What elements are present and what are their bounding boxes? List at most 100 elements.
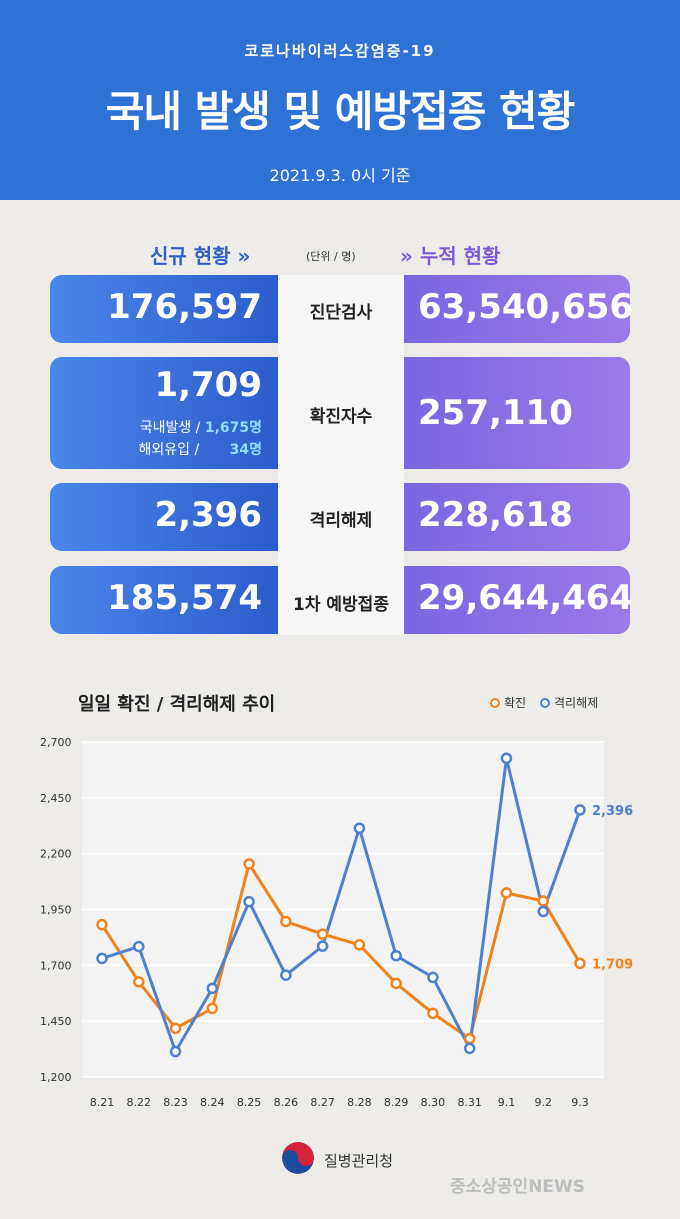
x-tick-label: 8.22 — [127, 1096, 152, 1109]
page-title: 국내 발생 및 예방접종 현황 — [105, 87, 576, 136]
header-banner: 코로나바이러스감염증-19 국내 발생 및 예방접종 현황 2021.9.3. … — [0, 0, 680, 200]
new-status-heading: 신규 현황 » — [150, 240, 250, 269]
data-point — [427, 1007, 439, 1020]
y-tick-label: 1,450 — [40, 1015, 72, 1028]
data-point — [133, 976, 145, 988]
data-point — [500, 887, 513, 899]
x-tick-label: 9.1 — [498, 1096, 516, 1109]
data-point — [537, 895, 549, 907]
new-status-label: 신규 현황 — [150, 244, 231, 268]
chevron-down-icon: » — [400, 244, 413, 268]
data-point — [574, 957, 586, 970]
new-vaccination-card: 185,574 — [50, 566, 278, 634]
data-point — [537, 905, 549, 918]
series-lines — [100, 756, 582, 1054]
y-axis-ticks: 1,200 1,450 1,700 1,950 2,200 2,450 2,700 — [40, 736, 72, 1084]
data-point — [169, 1045, 182, 1058]
x-tick-label: 8.23 — [163, 1096, 188, 1109]
legend-label-released: 격리해제 — [554, 696, 599, 710]
legend-item-released: 격리해제 — [540, 694, 598, 711]
data-point — [133, 940, 145, 953]
end-labels: 1,709 2,396 — [592, 804, 633, 972]
overseas-label: 해외유입 / — [138, 442, 200, 458]
x-tick-label: 8.26 — [274, 1096, 299, 1109]
cumulative-confirmed-value: 257,110 — [418, 393, 573, 433]
data-point — [316, 928, 329, 940]
domestic-label: 국내발생 / — [139, 420, 201, 436]
row-label-tests: 진단검사 — [309, 303, 373, 323]
government-emblem-logo — [282, 1142, 314, 1174]
x-tick-label: 8.29 — [384, 1096, 409, 1109]
row-label-vaccination: 1차 예방접종 — [293, 595, 389, 615]
data-point — [280, 915, 292, 928]
reference-date: 2021.9.3. 0시 기준 — [269, 166, 411, 185]
x-axis-ticks: 8.21 8.22 8.23 8.24 8.25 8.26 8.27 8.28 8.29 8.30… — [90, 1096, 589, 1109]
new-confirmed-card: 1,709 국내발생 / 1,675명 해외유입 / 34명 — [50, 357, 278, 469]
data-point — [427, 971, 439, 984]
data-point — [206, 982, 219, 995]
data-point — [316, 940, 329, 952]
new-released-card: 2,396 — [50, 483, 278, 551]
y-tick-label: 2,200 — [40, 848, 72, 861]
y-tick-label: 1,700 — [40, 959, 72, 972]
x-tick-label: 8.25 — [237, 1096, 262, 1109]
row-label-released: 격리해제 — [309, 511, 373, 531]
y-tick-label: 2,450 — [40, 792, 72, 805]
data-point — [96, 918, 108, 931]
cumulative-released-value: 228,618 — [418, 495, 573, 535]
series-points — [96, 752, 586, 1058]
cumulative-tests-value: 63,540,656 — [418, 287, 634, 327]
domestic-value: 1,675명 — [204, 420, 262, 436]
new-tests-value: 176,597 — [107, 287, 262, 327]
data-point — [353, 822, 366, 834]
x-tick-label: 8.27 — [310, 1096, 335, 1109]
y-tick-label: 2,700 — [40, 736, 72, 749]
center-label-column — [278, 275, 404, 635]
data-point — [463, 1032, 476, 1045]
series-line-0 — [100, 862, 582, 1041]
cumulative-status-label: 누적 현황 — [419, 244, 501, 268]
x-tick-label: 8.24 — [200, 1096, 225, 1109]
data-point — [574, 804, 586, 816]
data-point — [463, 1042, 476, 1055]
cumulative-released-card: 228,618 — [404, 483, 630, 551]
cumulative-confirmed-card: 257,110 — [404, 357, 630, 469]
x-tick-label: 9.2 — [534, 1096, 552, 1109]
unit-label: (단위 / 명) — [306, 250, 356, 263]
chart-title: 일일 확진 / 격리해제 추이 — [78, 694, 276, 715]
x-tick-label: 8.21 — [90, 1096, 115, 1109]
data-point — [243, 895, 255, 908]
watermark: 중소상공인NEWS — [450, 1177, 586, 1197]
data-point — [500, 752, 513, 765]
overseas-breakdown: 해외유입 / 34명 — [138, 439, 262, 459]
data-point — [243, 858, 255, 870]
x-tick-label: 8.30 — [421, 1096, 446, 1109]
overseas-value: 34명 — [229, 442, 262, 458]
y-tick-label: 1,200 — [40, 1071, 72, 1084]
header-subtitle: 코로나바이러스감염증-19 — [244, 42, 436, 60]
legend-marker-icon — [540, 698, 550, 708]
new-vaccination-value: 185,574 — [107, 578, 262, 618]
legend-item-confirmed: 확진 — [490, 694, 526, 711]
row-label-confirmed: 확진자수 — [309, 407, 373, 427]
domestic-breakdown: 국내발생 / 1,675명 — [140, 417, 262, 437]
cumulative-tests-card: 63,540,656 — [404, 275, 634, 343]
data-point — [353, 939, 366, 951]
data-point — [169, 1022, 182, 1035]
data-point — [390, 949, 402, 962]
end-value-label: 2,396 — [592, 804, 633, 819]
new-confirmed-value: 1,709 — [154, 365, 262, 405]
x-tick-label: 9.3 — [571, 1096, 589, 1109]
new-tests-card: 176,597 — [50, 275, 278, 343]
data-point — [390, 977, 402, 990]
legend-label-confirmed: 확진 — [504, 696, 527, 710]
cumulative-status-heading: » 누적 현황 — [400, 240, 500, 269]
org-name: 질병관리청 — [324, 1152, 394, 1170]
data-point — [280, 969, 292, 981]
chevron-down-icon: » — [237, 244, 251, 268]
data-point — [96, 952, 108, 965]
y-tick-label: 1,950 — [40, 904, 72, 917]
legend-marker-icon — [490, 698, 500, 708]
data-point — [206, 1002, 219, 1015]
end-value-label: 1,709 — [592, 957, 633, 972]
